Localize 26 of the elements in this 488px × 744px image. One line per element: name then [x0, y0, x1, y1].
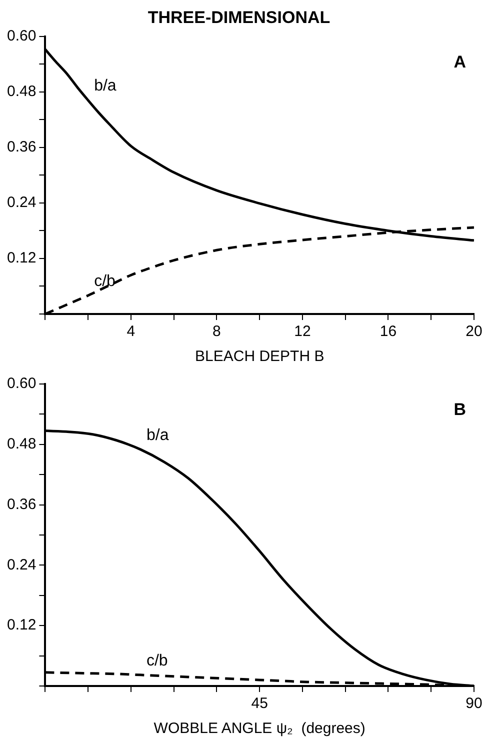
series-label: b/a	[94, 78, 116, 95]
x-tick-label: 4	[126, 323, 136, 340]
x-axis-title: BLEACH DEPTH B	[194, 348, 324, 366]
y-tick-label: 0.36	[6, 496, 36, 513]
x-tick-label: 12	[294, 323, 311, 340]
x-tick-label: 8	[212, 323, 221, 340]
x-axis-title: WOBBLE ANGLE ψ₂ (degrees)	[154, 720, 366, 738]
chart-title: THREE-DIMENSIONAL	[148, 8, 330, 27]
y-tick-label: 0.12	[6, 250, 36, 267]
y-tick-label: 0.36	[6, 138, 36, 156]
y-tick-label: 0.12	[6, 616, 36, 634]
y-tick-label: 0.48	[6, 436, 36, 453]
y-tick-label: 0.24	[6, 556, 36, 574]
x-tick-label: 16	[380, 323, 397, 340]
y-tick-label: 0.48	[6, 83, 36, 100]
x-tick-label: 20	[466, 323, 482, 340]
y-tick-label: 0.24	[6, 194, 36, 212]
x-tick-label: 90	[466, 695, 482, 712]
series-label: c/b	[146, 652, 168, 670]
y-tick-label: 0.60	[6, 375, 36, 392]
series-label: b/a	[146, 426, 169, 444]
y-tick-label: 0.60	[6, 28, 36, 45]
series-label: c/b	[94, 272, 116, 290]
annotation: B	[454, 400, 466, 420]
annotation: A	[454, 52, 466, 72]
x-tick-label: 45	[251, 695, 268, 712]
